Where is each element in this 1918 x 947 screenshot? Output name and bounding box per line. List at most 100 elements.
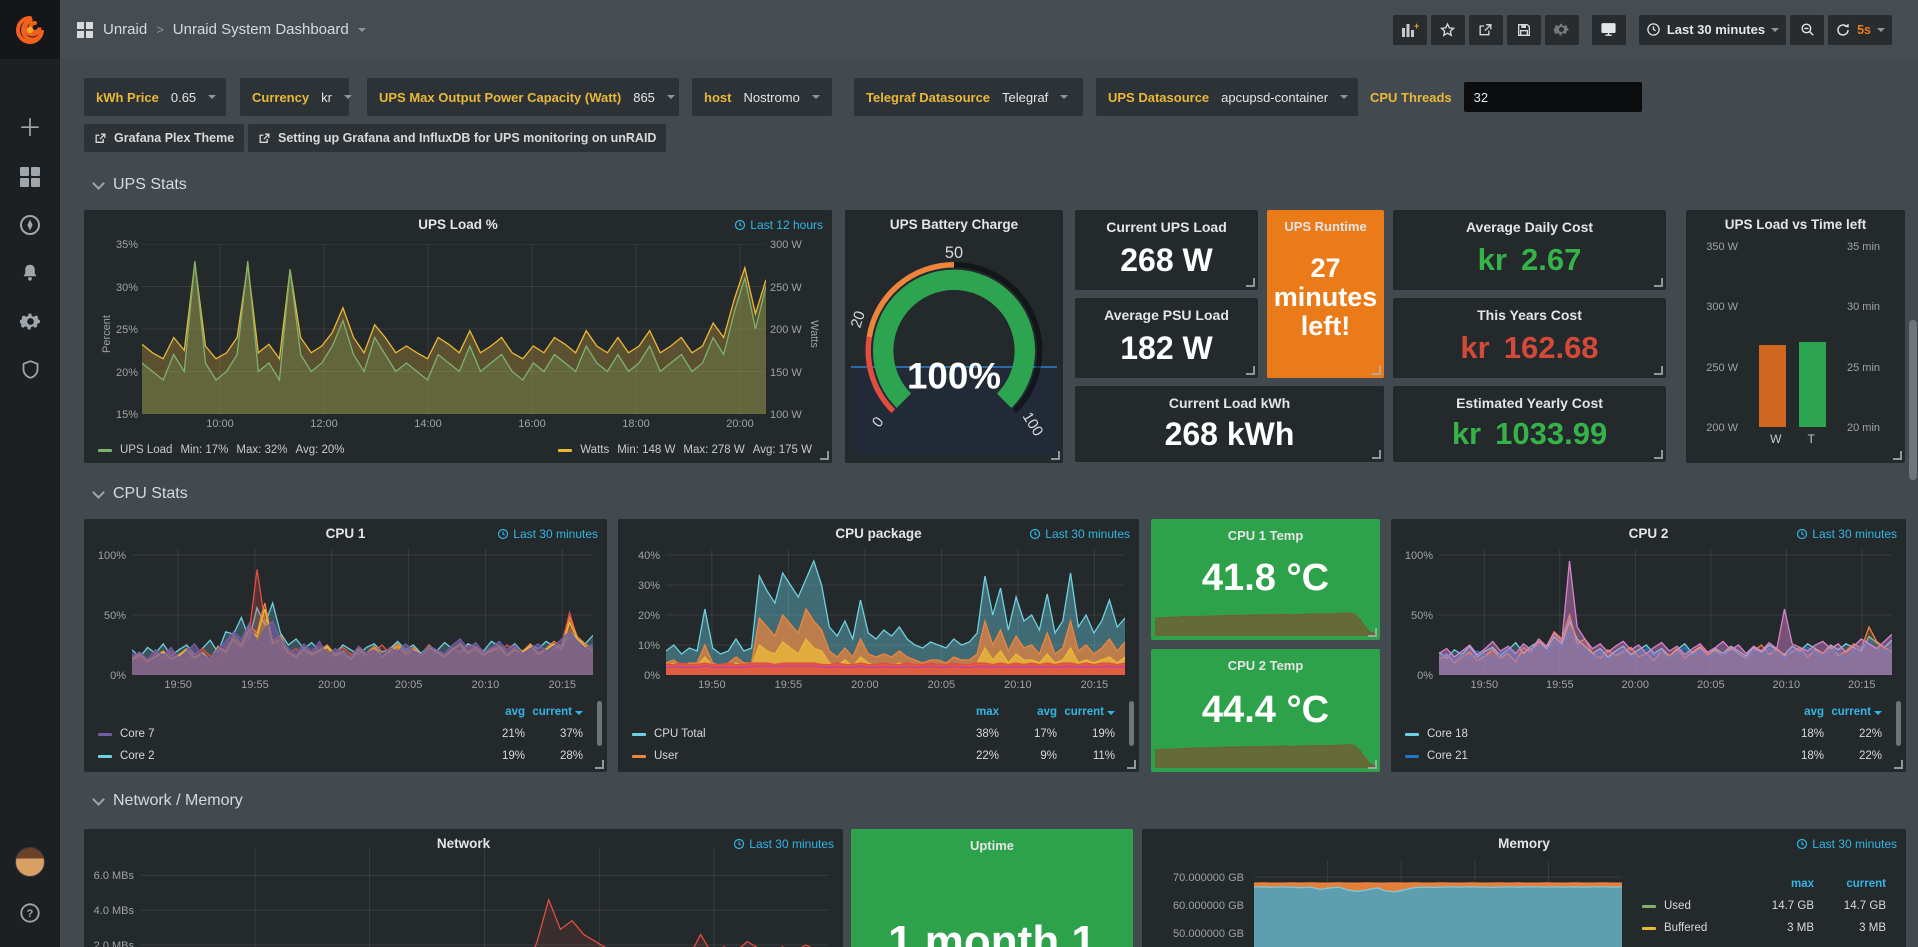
legend-header-current[interactable]: current xyxy=(1057,706,1115,718)
configuration-gear-icon[interactable] xyxy=(0,305,60,337)
tv-mode-button[interactable] xyxy=(1592,15,1626,45)
dashboards-icon[interactable] xyxy=(0,161,60,193)
settings-gear-button[interactable] xyxy=(1545,15,1579,45)
breadcrumb-app[interactable]: Unraid xyxy=(103,21,147,38)
legend-scrollbar[interactable] xyxy=(597,701,602,746)
share-button[interactable] xyxy=(1469,15,1503,45)
var-value[interactable]: 865 xyxy=(633,90,655,105)
stat-value: 162.68 xyxy=(1504,330,1599,365)
panel-title[interactable]: UPS Load vs Time left xyxy=(1686,217,1905,232)
panel-time-range-link[interactable]: Last 30 minutes xyxy=(1796,837,1897,851)
cpu1-chart[interactable] xyxy=(132,549,593,675)
panel-time-range-link[interactable]: Last 30 minutes xyxy=(1796,527,1897,541)
legend-header-avg[interactable]: avg xyxy=(467,706,525,718)
legend-series-name[interactable]: Buffered xyxy=(1664,922,1707,934)
panel-title[interactable]: Memory xyxy=(1142,836,1906,851)
panel-title[interactable]: UPS Battery Charge xyxy=(845,217,1063,232)
legend-series-name[interactable]: Core 18 xyxy=(1427,728,1468,740)
refresh-button[interactable]: 5s xyxy=(1828,15,1892,45)
battery-gauge[interactable]: 50 20 0 100 100% xyxy=(845,244,1063,449)
var-kwh-price[interactable]: kWh Price 0.65 xyxy=(84,78,226,116)
dashboard-grid-icon[interactable] xyxy=(76,21,94,39)
ups-load-chart[interactable] xyxy=(142,244,766,414)
link-label: Grafana Plex Theme xyxy=(114,131,234,145)
legend-series-name[interactable]: Core 2 xyxy=(120,750,155,762)
panel-estimated-yearly-cost: Estimated Yearly Cost kr1033.99 xyxy=(1393,386,1666,462)
title-caret-icon[interactable] xyxy=(358,28,366,32)
var-ups-datasource[interactable]: UPS Datasource apcupsd-container xyxy=(1096,78,1358,116)
legend-series-name[interactable]: UPS Load xyxy=(120,444,172,456)
page-title[interactable]: Unraid System Dashboard xyxy=(173,21,349,38)
time-range-picker[interactable]: Last 30 minutes xyxy=(1639,15,1786,45)
var-value[interactable]: apcupsd-container xyxy=(1221,90,1328,105)
legend-series-name[interactable]: User xyxy=(654,750,678,762)
section-ups-stats[interactable]: UPS Stats xyxy=(94,176,187,194)
legend-row: Used14.7 GB14.7 GB xyxy=(1642,895,1886,917)
panel-title[interactable]: CPU 1 Temp xyxy=(1151,528,1380,543)
section-cpu-stats[interactable]: CPU Stats xyxy=(94,485,188,503)
panel-title[interactable]: UPS Runtime xyxy=(1267,219,1384,234)
legend-header-current[interactable]: current xyxy=(525,706,583,718)
panel-time-range-link[interactable]: Last 12 hours xyxy=(734,218,823,232)
panel-title[interactable]: Estimated Yearly Cost xyxy=(1393,395,1666,411)
bar-watts[interactable] xyxy=(1759,345,1786,427)
var-value[interactable]: Telegraf xyxy=(1002,90,1048,105)
var-caret-icon xyxy=(667,95,675,99)
user-avatar[interactable] xyxy=(0,845,60,879)
server-admin-shield-icon[interactable] xyxy=(0,353,60,385)
var-value[interactable]: 0.65 xyxy=(171,90,196,105)
panel-time-range-link[interactable]: Last 30 minutes xyxy=(1029,527,1130,541)
var-telegraf-datasource[interactable]: Telegraf Datasource Telegraf xyxy=(854,78,1083,116)
legend-header-current[interactable]: current xyxy=(1824,706,1882,718)
legend-row: Buffered3 MB3 MB xyxy=(1642,917,1886,939)
link-grafana-plex-theme[interactable]: Grafana Plex Theme xyxy=(84,124,244,152)
legend-series-name[interactable]: Watts xyxy=(580,444,609,456)
panel-current-ups-load: Current UPS Load 268 W xyxy=(1075,210,1258,290)
legend-header-max[interactable]: max xyxy=(1742,878,1814,890)
legend-header-max[interactable]: max xyxy=(941,706,999,718)
legend-header-avg[interactable]: avg xyxy=(999,706,1057,718)
grafana-logo[interactable] xyxy=(0,0,60,59)
legend-series-name[interactable]: CPU Total xyxy=(654,728,706,740)
link-ups-monitoring-guide[interactable]: Setting up Grafana and InfluxDB for UPS … xyxy=(248,124,666,152)
panel-title[interactable]: CPU 2 Temp xyxy=(1151,658,1380,673)
legend-header-avg[interactable]: avg xyxy=(1766,706,1824,718)
panel-time-range-link[interactable]: Last 30 minutes xyxy=(497,527,598,541)
panel-title[interactable]: Average Daily Cost xyxy=(1393,219,1666,235)
bar-time-left[interactable] xyxy=(1799,342,1826,427)
legend-scrollbar[interactable] xyxy=(1129,701,1134,746)
cpu-threads-input[interactable] xyxy=(1464,82,1642,112)
panel-title[interactable]: Uptime xyxy=(851,838,1133,853)
section-network-memory[interactable]: Network / Memory xyxy=(94,792,243,810)
y-axis-left: 0%50%100% xyxy=(1395,549,1435,675)
legend-series-name[interactable]: Core 21 xyxy=(1427,750,1468,762)
var-value[interactable]: Nostromo xyxy=(743,90,799,105)
var-value[interactable]: kr xyxy=(321,90,332,105)
zoom-out-button[interactable] xyxy=(1790,15,1824,45)
panel-title[interactable]: UPS Load % xyxy=(84,217,832,232)
page-scrollbar[interactable] xyxy=(1909,320,1917,480)
var-ups-max-power[interactable]: UPS Max Output Power Capacity (Watt) 865 xyxy=(367,78,679,116)
alerting-bell-icon[interactable] xyxy=(0,257,60,289)
legend-header-current[interactable]: current xyxy=(1814,878,1886,890)
cpu-package-chart[interactable] xyxy=(666,549,1125,675)
save-button[interactable] xyxy=(1507,15,1541,45)
add-panel-button[interactable]: + xyxy=(1393,15,1427,45)
legend-series-name[interactable]: Core 7 xyxy=(120,728,155,740)
help-icon[interactable]: ? xyxy=(0,897,60,929)
star-button[interactable] xyxy=(1431,15,1465,45)
explore-compass-icon[interactable] xyxy=(0,209,60,241)
panel-title[interactable]: This Years Cost xyxy=(1393,307,1666,323)
var-currency[interactable]: Currency kr xyxy=(240,78,349,116)
legend-scrollbar[interactable] xyxy=(1896,701,1901,746)
panel-title[interactable]: Current Load kWh xyxy=(1075,395,1384,411)
cpu2-chart[interactable] xyxy=(1439,549,1892,675)
network-chart[interactable] xyxy=(140,849,829,947)
series-color-dash xyxy=(632,755,646,758)
memory-chart[interactable] xyxy=(1254,860,1622,947)
panel-title[interactable]: Current UPS Load xyxy=(1075,219,1258,235)
var-host[interactable]: host Nostromo xyxy=(692,78,832,116)
create-plus-icon[interactable]: ＋ xyxy=(0,113,60,145)
legend-series-name[interactable]: Used xyxy=(1664,900,1691,912)
panel-title[interactable]: Average PSU Load xyxy=(1075,307,1258,323)
